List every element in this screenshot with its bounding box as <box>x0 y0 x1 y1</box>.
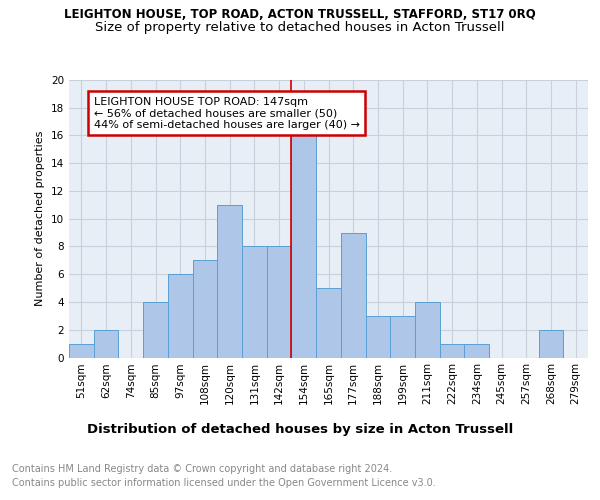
Bar <box>292 136 316 358</box>
Bar <box>341 232 365 358</box>
Bar <box>217 205 242 358</box>
Bar <box>168 274 193 357</box>
Bar <box>193 260 217 358</box>
Bar <box>143 302 168 358</box>
Bar <box>390 316 415 358</box>
Bar <box>267 246 292 358</box>
Bar <box>94 330 118 357</box>
Text: LEIGHTON HOUSE, TOP ROAD, ACTON TRUSSELL, STAFFORD, ST17 0RQ: LEIGHTON HOUSE, TOP ROAD, ACTON TRUSSELL… <box>64 8 536 20</box>
Bar <box>316 288 341 358</box>
Bar <box>464 344 489 357</box>
Bar <box>242 246 267 358</box>
Bar <box>440 344 464 357</box>
Y-axis label: Number of detached properties: Number of detached properties <box>35 131 46 306</box>
Text: LEIGHTON HOUSE TOP ROAD: 147sqm
← 56% of detached houses are smaller (50)
44% of: LEIGHTON HOUSE TOP ROAD: 147sqm ← 56% of… <box>94 96 360 130</box>
Text: Contains public sector information licensed under the Open Government Licence v3: Contains public sector information licen… <box>12 478 436 488</box>
Text: Distribution of detached houses by size in Acton Trussell: Distribution of detached houses by size … <box>87 422 513 436</box>
Bar <box>415 302 440 358</box>
Bar <box>539 330 563 357</box>
Bar <box>69 344 94 357</box>
Text: Contains HM Land Registry data © Crown copyright and database right 2024.: Contains HM Land Registry data © Crown c… <box>12 464 392 474</box>
Text: Size of property relative to detached houses in Acton Trussell: Size of property relative to detached ho… <box>95 21 505 34</box>
Bar <box>365 316 390 358</box>
